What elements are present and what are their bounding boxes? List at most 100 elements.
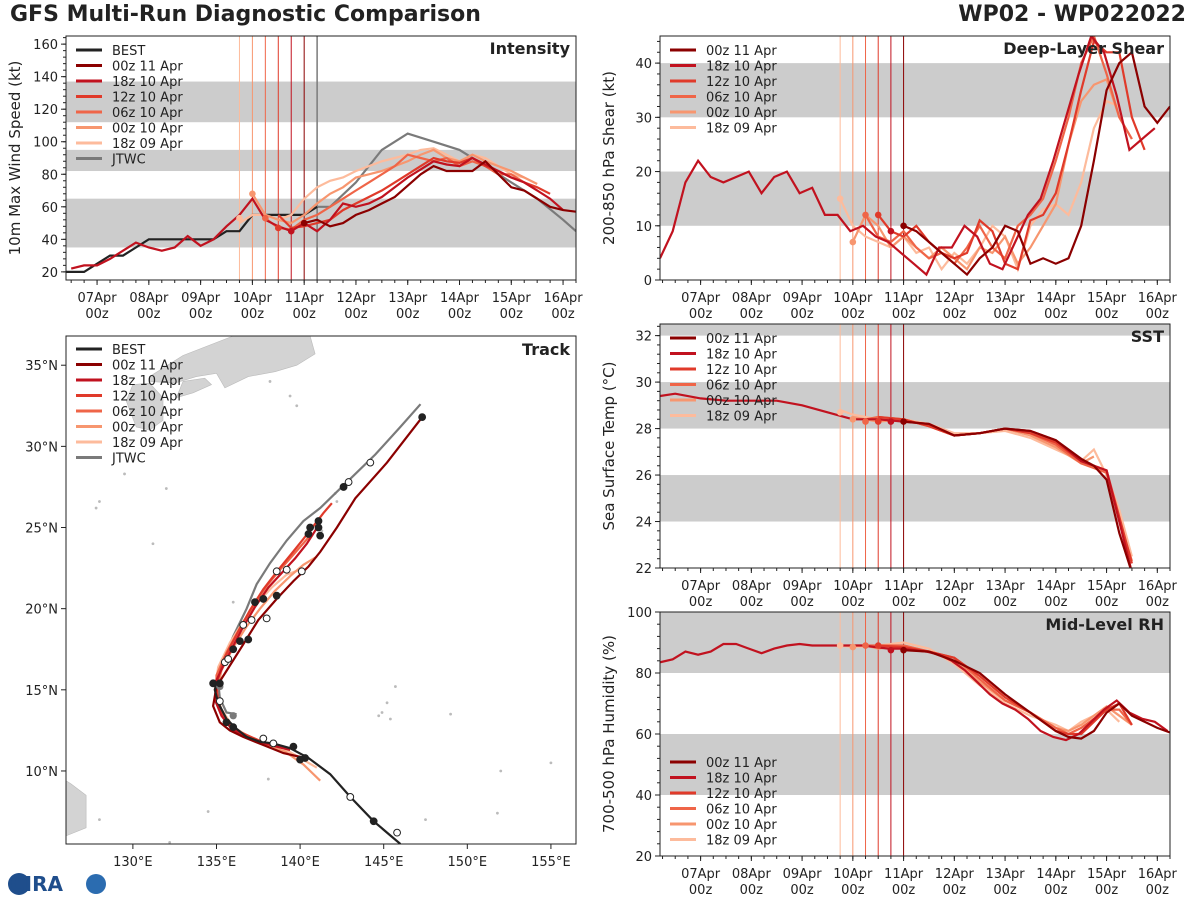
sst-run-marker [836,409,844,416]
island [424,818,427,822]
shear-legend-label: 06z 10 Apr [706,91,777,106]
shear-legend-label: 18z 10 Apr [706,60,777,75]
shear-frame [659,35,1171,281]
track-run-line [211,416,424,760]
island [206,810,210,813]
shear-xtick-day: 07Apr [681,291,721,306]
intensity-xtick-day: 12Apr [336,291,376,306]
sst-legend-label: 18z 09 Apr [706,410,777,425]
sst-panel: 22242628303207Apr00z08Apr00z09Apr00z10Ap… [600,323,1177,610]
rh-ytick-label: 100 [627,606,652,621]
shear-xtick-hour: 00z [1095,307,1119,322]
rh-xtick-hour: 00z [1146,883,1170,898]
rh-ytick-label: 60 [635,728,652,743]
intensity-run-line [303,159,576,228]
intensity-xtick-day: 13Apr [388,291,428,306]
intensity-xtick-hour: 00z [448,307,472,322]
intensity-ytick-label: 100 [33,136,58,151]
intensity-xtick-hour: 00z [396,307,420,322]
rh-ytick-label: 40 [635,789,652,804]
island [380,711,384,714]
track-xtick-label: 145°E [364,855,404,870]
sst-ylabel: Sea Surface Temp (°C) [600,361,618,530]
shear-run-line [660,36,1156,277]
intensity-xtick-hour: 00z [137,307,161,322]
rh-xtick-hour: 00z [841,883,865,898]
sst-run-marker [862,418,869,425]
sst-xtick-hour: 00z [1146,595,1170,610]
rh-xtick-day: 09Apr [783,867,823,882]
track-position-marker [314,523,323,532]
rh-panel: 2040608010007Apr00z08Apr00z09Apr00z10Apr… [600,606,1177,898]
shear-run-line [851,77,1133,271]
island [449,712,452,716]
island [549,761,553,765]
rh-xtick-hour: 00z [740,883,764,898]
track-legend-label: 18z 10 Apr [112,374,183,389]
shear-legend-label: 00z 11 Apr [706,44,777,59]
island [499,769,503,773]
sst-xtick-hour: 00z [689,595,713,610]
track-run-line [215,502,333,748]
sst-xtick-hour: 00z [993,595,1017,610]
rh-series [660,641,1170,742]
sst-ytick-label: 28 [635,423,652,438]
intensity-xtick-hour: 00z [500,307,524,322]
rh-legend-label: 06z 10 Apr [706,803,777,818]
intensity-legend-label: 06z 10 Apr [112,106,183,121]
shear-series [660,36,1170,277]
track-ytick-label: 10°N [25,765,58,780]
track-position-marker [239,620,248,629]
shear-ytick-label: 40 [635,57,652,72]
sst-legend-label: 18z 10 Apr [706,348,777,363]
intensity-ytick-label: 20 [41,266,58,281]
track-ytick-label: 30°N [25,440,58,455]
track-xtick-label: 130°E [113,855,153,870]
rh-xtick-day: 07Apr [681,867,721,882]
intensity-ytick-label: 140 [33,71,58,86]
track-legend-label: 18z 09 Apr [112,436,183,451]
intensity-frame [65,35,577,281]
sst-title: SST [1131,327,1164,346]
track-position-marker [236,637,244,646]
track-position-marker [393,828,401,837]
rh-xtick-hour: 00z [943,883,967,898]
intensity-xtick-hour: 00z [85,307,109,322]
sst-legend-label: 12z 10 Apr [706,363,777,378]
track-position-marker [229,723,238,732]
track-legend-label: BEST [112,343,145,358]
sst-band [660,475,1170,522]
intensity-ytick-label: 160 [33,38,58,53]
track-title: Track [522,340,570,359]
track-legend-label: 06z 10 Apr [112,405,183,420]
intensity-ytick-label: 80 [41,168,58,183]
sst-xtick-day: 08Apr [732,579,772,594]
rh-legend-label: 18z 10 Apr [706,772,777,787]
shear-xtick-hour: 00z [993,307,1017,322]
intensity-xtick-day: 08Apr [129,291,169,306]
track-jtwc-marker [229,712,237,720]
island [94,506,98,510]
sst-xtick-hour: 00z [943,595,967,610]
rh-legend-label: 00z 10 Apr [706,818,777,833]
shear-xtick-day: 14Apr [1036,291,1076,306]
shear-run-marker [849,238,857,246]
intensity-xtick-hour: 00z [292,307,316,322]
intensity-xtick-day: 11Apr [285,291,325,306]
rh-legend-label: 00z 11 Apr [706,756,777,771]
intensity-legend-label: 18z 09 Apr [112,137,183,152]
rh-xtick-day: 10Apr [833,867,873,882]
shear-ylabel: 200-850 hPa Shear (kt) [600,71,618,245]
island [394,685,397,688]
sst-xtick-hour: 00z [790,595,814,610]
intensity-xtick-day: 10Apr [233,291,273,306]
intensity-xtick-hour: 00z [241,307,265,322]
island [268,380,272,383]
shear-xtick-day: 15Apr [1087,291,1127,306]
shear-panel: 01020304007Apr00z08Apr00z09Apr00z10Apr00… [600,35,1177,322]
intensity-run-marker [300,219,308,227]
track-position-marker [289,742,298,751]
rh-band [660,734,1170,795]
land-mass [125,382,164,431]
